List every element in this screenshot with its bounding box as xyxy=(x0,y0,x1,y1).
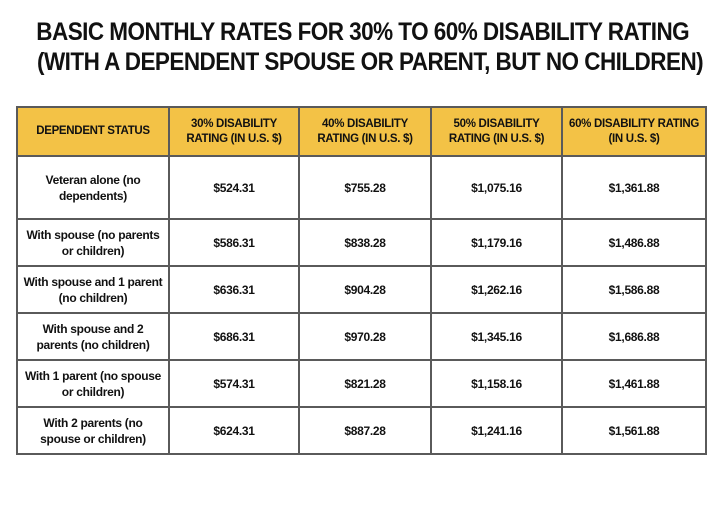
header-30-percent: 30% DISABILITY RATING (IN U.S. $) xyxy=(168,106,300,157)
rate-60-cell: $1,686.88 xyxy=(561,312,707,361)
page-title: BASIC MONTHLY RATES FOR 30% TO 60% DISAB… xyxy=(36,18,690,46)
rate-60-cell: $1,586.88 xyxy=(561,265,707,314)
dependent-status-cell: Veteran alone (no dependents) xyxy=(16,155,170,220)
rate-50-cell: $1,179.16 xyxy=(430,218,563,267)
rate-40-cell: $887.28 xyxy=(298,406,432,455)
rate-50-cell: $1,075.16 xyxy=(430,155,563,220)
rate-40-cell: $755.28 xyxy=(298,155,432,220)
header-50-percent: 50% DISABILITY RATING (IN U.S. $) xyxy=(430,106,563,157)
rate-50-cell: $1,345.16 xyxy=(430,312,563,361)
rate-30-cell: $686.31 xyxy=(168,312,300,361)
header-40-percent: 40% DISABILITY RATING (IN U.S. $) xyxy=(298,106,432,157)
rate-30-cell: $636.31 xyxy=(168,265,300,314)
rate-60-cell: $1,461.88 xyxy=(561,359,707,408)
table-row: Veteran alone (no dependents) $524.31 $755… xyxy=(16,155,707,220)
rate-30-cell: $624.31 xyxy=(168,406,300,455)
table-row: With 1 parent (no spouse or children) $57… xyxy=(16,359,707,408)
table-row: With spouse and 2 parents (no children) $… xyxy=(16,312,707,361)
dependent-status-cell: With spouse and 2 parents (no children) xyxy=(16,312,170,361)
header-dependent-status: DEPENDENT STATUS xyxy=(16,106,170,157)
header-60-percent: 60% DISABILITY RATING (IN U.S. $) xyxy=(561,106,707,157)
rate-40-cell: $904.28 xyxy=(298,265,432,314)
rate-60-cell: $1,561.88 xyxy=(561,406,707,455)
rate-40-cell: $970.28 xyxy=(298,312,432,361)
rate-50-cell: $1,241.16 xyxy=(430,406,563,455)
table-row: With 2 parents (no spouse or children) $6… xyxy=(16,406,707,455)
rate-30-cell: $524.31 xyxy=(168,155,300,220)
rates-table: DEPENDENT STATUS 30% DISABILITY RATING (… xyxy=(16,106,707,455)
table-header-row: DEPENDENT STATUS 30% DISABILITY RATING (… xyxy=(16,106,707,157)
rate-50-cell: $1,158.16 xyxy=(430,359,563,408)
dependent-status-cell: With spouse (no parents or children) xyxy=(16,218,170,267)
page-subtitle: (WITH A DEPENDENT SPOUSE OR PARENT, BUT … xyxy=(37,48,704,76)
rate-30-cell: $574.31 xyxy=(168,359,300,408)
dependent-status-cell: With 2 parents (no spouse or children) xyxy=(16,406,170,455)
table-row: With spouse and 1 parent (no children) $6… xyxy=(16,265,707,314)
rate-50-cell: $1,262.16 xyxy=(430,265,563,314)
dependent-status-cell: With spouse and 1 parent (no children) xyxy=(16,265,170,314)
dependent-status-cell: With 1 parent (no spouse or children) xyxy=(16,359,170,408)
rate-60-cell: $1,486.88 xyxy=(561,218,707,267)
rate-40-cell: $838.28 xyxy=(298,218,432,267)
rate-30-cell: $586.31 xyxy=(168,218,300,267)
rate-60-cell: $1,361.88 xyxy=(561,155,707,220)
table-row: With spouse (no parents or children) $586… xyxy=(16,218,707,267)
rate-40-cell: $821.28 xyxy=(298,359,432,408)
